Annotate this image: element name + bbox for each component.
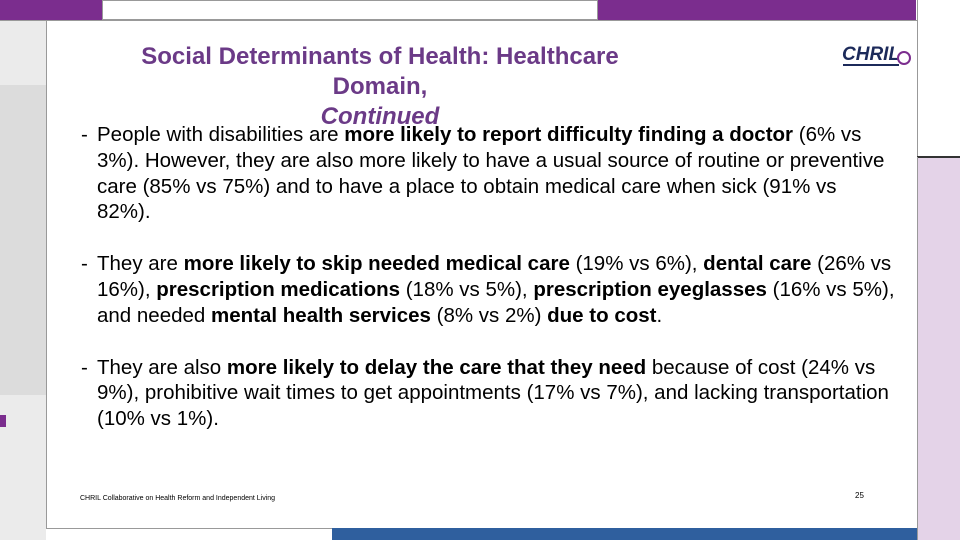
- bullet-item: - They are more likely to skip needed med…: [75, 251, 895, 328]
- left-gray-block: [0, 85, 46, 395]
- bullet-text: (8% vs 2%): [430, 303, 548, 327]
- bullet-emphasis: more likely to delay the care that they …: [226, 355, 647, 379]
- left-purple-accent: [0, 415, 6, 427]
- bullet-emphasis: prescription eyeglasses: [533, 277, 767, 301]
- top-purple-block-right: [598, 0, 916, 20]
- bullet-item: - People with disabilities are more likel…: [75, 122, 895, 225]
- top-white-frame: [102, 0, 598, 20]
- bullet-emphasis: due to cost: [547, 303, 657, 327]
- bottom-white-strip: [46, 528, 332, 540]
- bottom-blue-band: [332, 528, 917, 540]
- page-number: 25: [855, 491, 864, 500]
- bullet-text: They are also: [97, 355, 227, 379]
- bullet-text: (16% vs 5%), and needed: [97, 277, 895, 327]
- slide-title: Social Determinants of Health: Healthcar…: [105, 42, 655, 132]
- bullet-list: - People with disabilities are more likel…: [75, 122, 895, 458]
- right-dark-rule: [917, 156, 960, 158]
- bullet-text: because of cost (24% vs 9%), prohibitive…: [97, 355, 889, 431]
- top-gray-line: [0, 20, 960, 21]
- right-lavender-panel: [917, 157, 960, 540]
- footer-text: CHRIL Collaborative on Health Reform and…: [80, 495, 276, 502]
- bullet-text: (26% vs 16%),: [97, 252, 892, 301]
- bullet-text: They are: [97, 252, 184, 276]
- left-frame-line: [46, 20, 47, 540]
- bullet-dash: -: [81, 355, 88, 379]
- top-purple-block-left: [0, 0, 102, 20]
- bullet-text: .: [656, 303, 663, 327]
- slide-title-line-1: Social Determinants of Health: Healthcar…: [141, 43, 619, 100]
- slide-title-line-2: Continued: [320, 103, 440, 130]
- bullet-emphasis: mental health services: [211, 303, 431, 327]
- bullet-text: People with disabilities are: [97, 123, 345, 146]
- right-frame-line: [917, 157, 918, 540]
- right-frame-top: [917, 0, 960, 157]
- bullet-text: (19% vs 6%),: [569, 252, 704, 276]
- bullet-emphasis: more likely to skip needed medical care: [183, 252, 570, 276]
- chril-logo: CHRIL: [842, 44, 911, 66]
- bullet-emphasis: prescription medications: [156, 277, 401, 301]
- bullet-emphasis: more likely to report difficulty finding…: [344, 123, 794, 146]
- logo-text: CHRIL: [842, 44, 900, 65]
- bullet-item: - They are also more likely to delay the …: [75, 355, 895, 432]
- bullet-text: (18% vs 5%),: [400, 277, 534, 301]
- bullet-emphasis: dental care: [703, 252, 812, 276]
- bullet-dash: -: [81, 252, 88, 276]
- bullet-text: (6% vs 3%). However, they are also more …: [97, 123, 885, 224]
- bullet-dash: -: [81, 123, 88, 146]
